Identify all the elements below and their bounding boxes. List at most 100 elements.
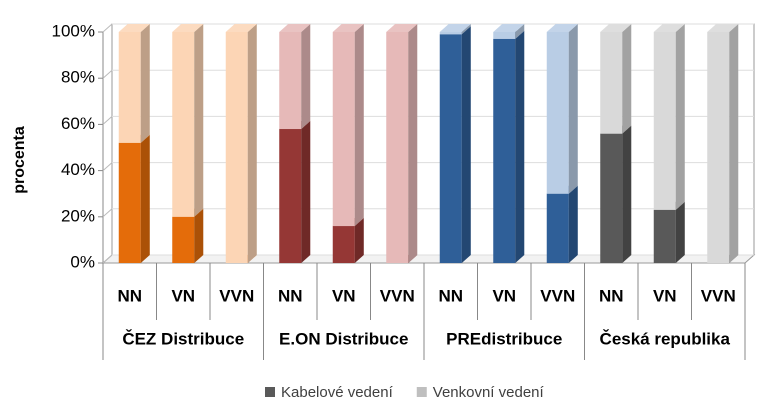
bar-segment [172, 32, 195, 217]
group-label: PREdistribuce [446, 329, 562, 348]
bar-side-shade [515, 24, 525, 39]
bar-side [354, 24, 364, 227]
bar-segment [439, 34, 462, 264]
bar-top-shade [172, 24, 204, 32]
x-tick-label: VVN [380, 286, 415, 305]
bar-side [622, 24, 632, 134]
bar-side-shade [568, 185, 578, 263]
bar-top-shade [279, 24, 311, 32]
bar-side [247, 24, 257, 263]
group-label: Česká republika [600, 329, 731, 348]
bar-top-shade [707, 24, 739, 32]
x-tick-label: VN [653, 286, 677, 305]
bar-segment [493, 32, 516, 39]
bar-top [172, 24, 204, 32]
bar-side [622, 125, 632, 263]
x-tick-label: NN [117, 286, 142, 305]
bar-segment [279, 32, 302, 130]
bar-segment [439, 32, 462, 35]
bar-side-shade [568, 24, 578, 194]
bar-side-shade [675, 24, 685, 210]
bar-side-shade [140, 134, 150, 263]
bar-side-shade [729, 24, 739, 263]
bar-side [461, 24, 471, 35]
bar-segment [118, 142, 141, 263]
bar-side [515, 24, 525, 39]
bar-side-shade [408, 24, 418, 263]
grid-line [102, 116, 113, 125]
group-label: ČEZ Distribuce [122, 329, 244, 348]
y-tick-label: 0% [70, 252, 95, 271]
grid-line [102, 23, 113, 33]
bar-side [140, 24, 150, 143]
bar-top [707, 24, 739, 32]
bar-top-shade [546, 24, 578, 32]
x-tick-label: NN [278, 286, 303, 305]
bar-segment [332, 226, 355, 263]
bar-segment [600, 32, 623, 134]
y-tick-label: 60% [61, 114, 95, 133]
legend-swatch [265, 387, 275, 397]
bar-side-shade [194, 24, 204, 217]
x-tick-label: VVN [219, 286, 254, 305]
bar-top-shade [653, 24, 685, 32]
bar-side-shade [354, 218, 364, 263]
bar-segment [707, 32, 730, 263]
bar-top-shade [225, 24, 257, 32]
bar-top [386, 24, 418, 32]
bar-side [675, 24, 685, 210]
bar-side [194, 24, 204, 217]
bar-top-shade [600, 24, 632, 32]
bar-segment [653, 209, 676, 263]
bar-side [568, 185, 578, 263]
legend-label: Kabelové vedení [281, 384, 394, 401]
grid-line [102, 254, 113, 264]
x-tick-label: NN [599, 286, 624, 305]
bar-side [515, 30, 525, 264]
bar-side [140, 134, 150, 263]
grid-line [102, 208, 113, 218]
bar-side [194, 208, 204, 263]
bar-segment [332, 32, 355, 227]
bar-segment [225, 32, 248, 263]
x-tick-label: NN [438, 286, 463, 305]
x-tick-label: VN [171, 286, 195, 305]
bar-top-shade [439, 24, 471, 32]
legend-swatch [416, 387, 427, 397]
y-tick-label: 100% [52, 21, 95, 40]
bar-top [332, 24, 364, 32]
bar-segment [546, 193, 569, 263]
bar-side [568, 24, 578, 194]
bar-top [279, 24, 311, 32]
bar-side-shade [354, 24, 364, 227]
grid-line [102, 69, 113, 79]
bar-top [439, 24, 471, 32]
bar-top [546, 24, 578, 32]
bar-segment [386, 32, 409, 263]
bar-side [301, 121, 311, 264]
bar-segment [546, 32, 569, 194]
bar-side-shade [461, 26, 471, 264]
bar-top [653, 24, 685, 32]
bar-side [354, 218, 364, 263]
y-tick-label: 80% [61, 68, 95, 87]
x-tick-label: VVN [540, 286, 575, 305]
bar-top [600, 24, 632, 32]
bar-side [461, 26, 471, 264]
bar-side [675, 201, 685, 263]
x-tick-label: VN [332, 286, 356, 305]
bar-side-shade [622, 125, 632, 263]
bar-segment [600, 133, 623, 263]
x-tick-label: VVN [701, 286, 736, 305]
bar-side-shade [675, 201, 685, 263]
y-tick-label: 40% [61, 160, 95, 179]
bar-top [225, 24, 257, 32]
y-axis-label: procenta [11, 126, 28, 194]
bar-top [493, 24, 525, 32]
bar-side-shade [301, 121, 311, 264]
bar-top [118, 24, 150, 32]
bar-side [408, 24, 418, 263]
bar-side-shade [461, 24, 471, 35]
